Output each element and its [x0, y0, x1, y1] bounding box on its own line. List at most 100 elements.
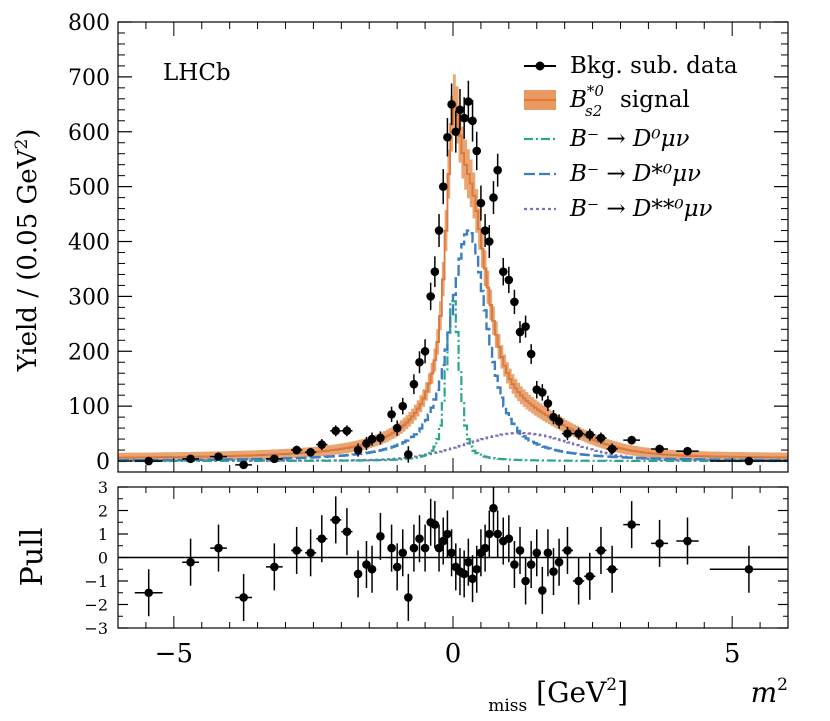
pull-point-marker — [574, 576, 583, 586]
pull-point-marker — [532, 548, 542, 558]
data-point-8 — [330, 425, 342, 437]
pull-point-3 — [235, 573, 252, 621]
pull-point-marker — [607, 564, 617, 574]
data-point-marker — [489, 193, 498, 202]
pull-point-19 — [415, 515, 424, 563]
pull-point-29 — [459, 550, 469, 598]
data-point-marker — [438, 182, 448, 191]
data-point-25 — [443, 118, 452, 157]
pull-point-marker — [239, 593, 248, 602]
pull-point-55 — [651, 519, 668, 567]
pull-point-marker — [526, 560, 536, 569]
data-point-marker — [468, 116, 477, 126]
pull-point-16 — [398, 529, 408, 577]
pull-point-53 — [606, 545, 618, 593]
data-point-56 — [676, 446, 699, 456]
pull-point-7 — [316, 515, 328, 563]
data-point-2 — [210, 452, 227, 461]
pull-point-marker — [353, 569, 363, 579]
data-point-marker — [306, 447, 315, 457]
pull-y-tick-label: 1 — [98, 525, 108, 544]
data-point-marker — [317, 440, 327, 449]
legend-signal-math-sup: *0 — [587, 82, 605, 100]
pull-point-marker — [549, 567, 558, 576]
data-point-marker — [476, 198, 486, 208]
data-point-marker — [472, 146, 482, 156]
data-point-marker — [186, 454, 195, 464]
data-point-31 — [468, 99, 477, 142]
pull-point-marker — [489, 503, 498, 513]
data-point-marker — [484, 237, 494, 246]
pull-ticks: −3 −2 −1 0 1 2 3 −5 0 5 — [84, 478, 789, 669]
pull-point-marker — [342, 527, 352, 536]
pull-point-marker — [331, 515, 341, 525]
main-y-tick-label: 600 — [68, 121, 110, 146]
pull-point-48 — [554, 538, 564, 586]
data-point-37 — [493, 153, 502, 187]
data-point-marker — [538, 388, 547, 397]
data-point-16 — [398, 397, 408, 415]
data-point-5 — [291, 445, 303, 455]
legend-signal-math-base: B — [569, 87, 587, 113]
pull-point-45 — [538, 566, 547, 614]
data-point-13 — [376, 431, 385, 445]
data-point-36 — [489, 181, 498, 215]
y-axis-label-main: Yield / (0.05 GeV — [13, 148, 43, 372]
data-point-marker — [459, 113, 469, 123]
pull-point-24 — [438, 517, 448, 565]
x-tick-label: −5 — [155, 639, 193, 669]
pull-point-20 — [420, 524, 430, 572]
data-point-18 — [409, 374, 419, 395]
pull-point-marker — [443, 529, 452, 539]
pull-point-marker — [292, 546, 301, 555]
legend-signal-label: signal — [620, 87, 690, 113]
data-point-55 — [651, 444, 668, 454]
data-point-marker — [426, 292, 435, 301]
main-y-tick-label: 500 — [68, 176, 110, 201]
main-y-tick-label: 200 — [68, 340, 110, 365]
main-ticks: 0 100 200 300 400 500 600 700 800 — [68, 11, 789, 475]
main-y-tick-label: 800 — [68, 11, 110, 36]
pull-point-marker — [214, 543, 223, 553]
pull-point-36 — [489, 487, 498, 532]
data-point-marker — [451, 127, 461, 137]
data-point-marker — [387, 410, 396, 419]
data-point-0 — [134, 456, 163, 466]
model-curves — [118, 74, 788, 463]
data-point-51 — [584, 428, 596, 441]
legend-dstar-text: B⁻ → D*⁰μν — [569, 161, 701, 187]
pull-point-marker — [376, 532, 385, 541]
data-point-15 — [392, 420, 402, 436]
data-point-marker — [526, 349, 536, 359]
x-axis-label-sup: 2 — [777, 675, 788, 695]
pull-point-26 — [447, 529, 456, 577]
pull-point-marker — [627, 520, 636, 529]
pull-point-marker — [317, 534, 327, 543]
pull-axis-label: Pull — [15, 528, 50, 587]
data-point-marker — [596, 433, 606, 443]
data-point-marker — [144, 456, 154, 466]
main-panel: 0 100 200 300 400 500 600 700 800 LHCb Yield / (… — [12, 11, 789, 475]
legend-dstarstar-text: B⁻ → D**⁰μν — [569, 196, 713, 222]
data-point-marker — [455, 105, 465, 115]
data-point-marker — [510, 297, 519, 307]
data-point-marker — [404, 450, 413, 459]
x-axis-label-base: m — [751, 676, 778, 709]
pull-point-marker — [415, 534, 424, 543]
data-point-marker — [214, 452, 223, 461]
data-point-29 — [459, 97, 469, 139]
data-point-46 — [543, 395, 553, 412]
legend-signal-text: B*0 s2 signal — [569, 82, 690, 120]
pull-point-57 — [709, 545, 788, 593]
data-point-33 — [476, 185, 486, 221]
data-point-marker — [585, 430, 595, 439]
data-point-10 — [353, 443, 363, 457]
pull-y-tick-label: −3 — [84, 619, 108, 638]
y-axis-label: Yield / (0.05 GeV2) — [12, 129, 43, 373]
data-point-marker — [493, 165, 502, 175]
data-point-39 — [504, 266, 514, 294]
legend-data-text: Bkg. sub. data — [570, 53, 738, 79]
data-point-marker — [574, 429, 583, 438]
pull-point-44 — [532, 529, 542, 577]
